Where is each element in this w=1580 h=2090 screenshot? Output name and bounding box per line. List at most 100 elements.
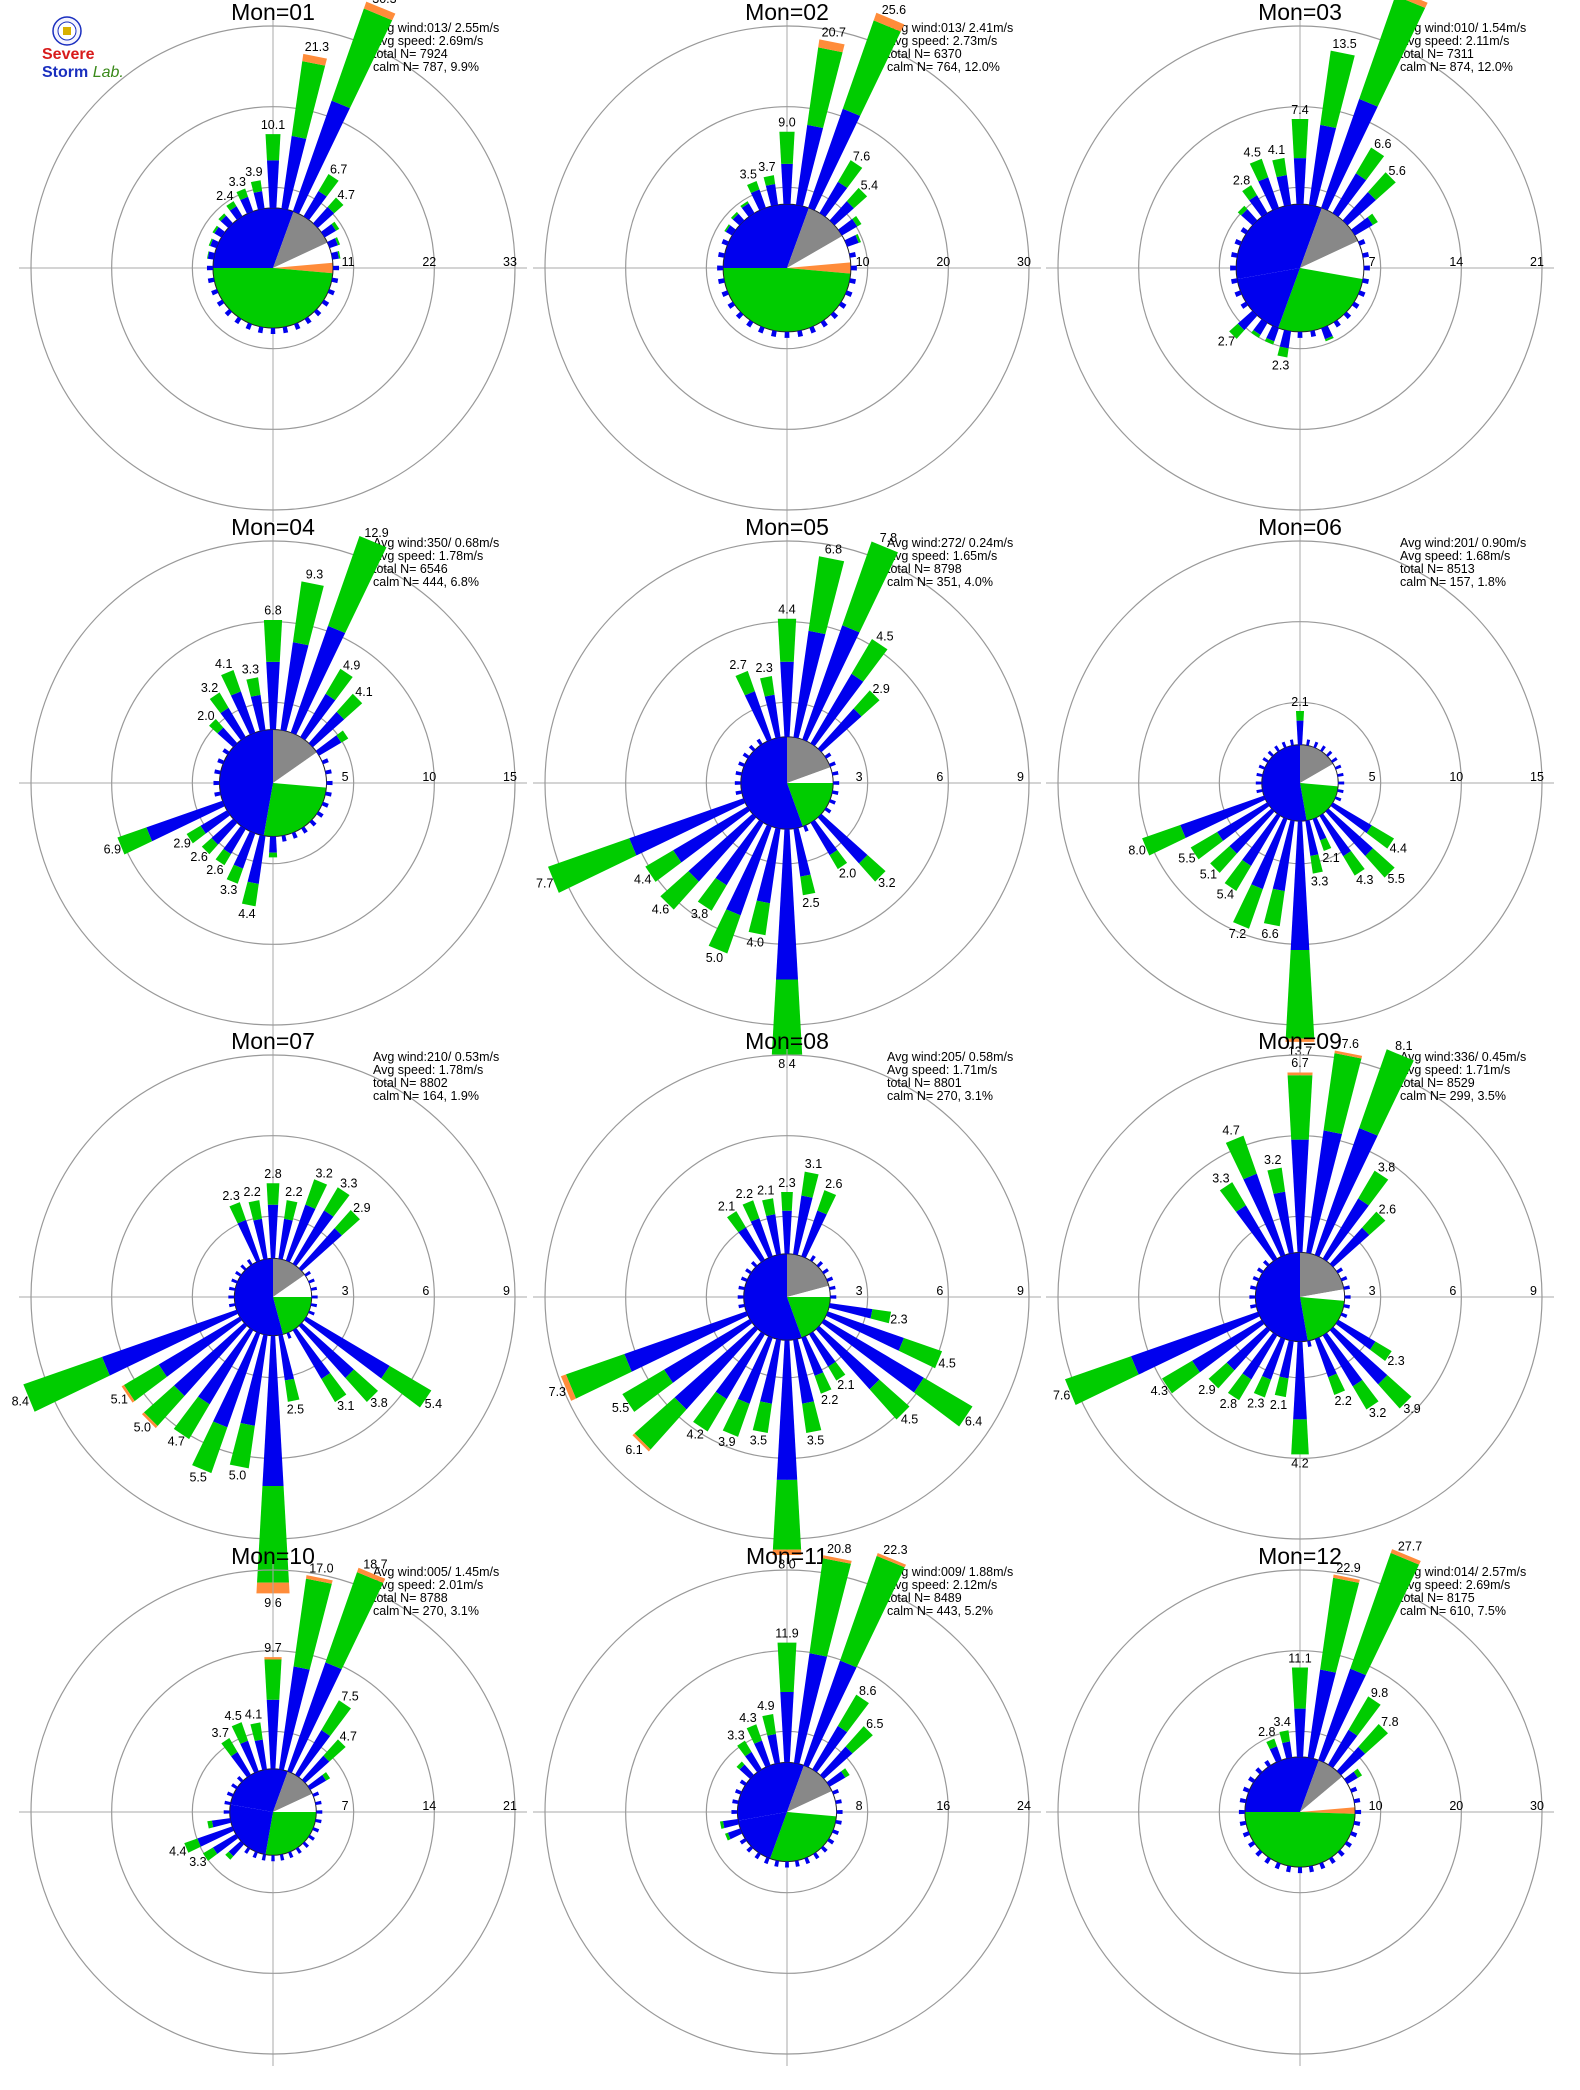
fringe-tick (224, 308, 233, 317)
fringe-tick (1362, 278, 1370, 285)
fringe-tick (223, 1810, 230, 1814)
petal-label-2: 7.6 (1342, 1037, 1359, 1051)
info-avg-wind: Avg wind:013/ 2.41m/s (887, 21, 1013, 35)
ring-label-3: 9 (1017, 1284, 1024, 1298)
rose-title: Mon=11 (746, 1543, 828, 1569)
fringe-tick (316, 1810, 323, 1814)
fringe-tick (206, 265, 213, 271)
petal-3-bin1 (781, 163, 793, 205)
petal-13-bin2 (229, 1422, 255, 1469)
petal-7-bin2 (837, 1694, 869, 1733)
petal-12-bin2 (1227, 1373, 1252, 1401)
logo-wordmark: Severe Storm Lab. (42, 46, 128, 82)
petal-8-bin1 (664, 1319, 753, 1383)
petal-4-bin1 (1273, 1191, 1294, 1254)
petal-11-bin1 (737, 1336, 773, 1404)
petal-label-6: 7.6 (853, 149, 870, 163)
fringe-tick (1256, 772, 1263, 777)
petal-3-bin2 (1190, 831, 1224, 860)
petal-9-bin1 (826, 1771, 846, 1787)
fringe-tick (737, 1295, 744, 1299)
petal-1-bin2 (266, 1183, 280, 1205)
petal-1-bin1 (1314, 1127, 1378, 1257)
petal-label-1: 12.9 (364, 526, 388, 540)
calm-pie-slice-3 (787, 783, 834, 827)
calm-pie-slice-5 (212, 268, 333, 329)
petal-8-bin1 (1290, 821, 1310, 951)
calm-pie-slice-1 (1300, 1252, 1344, 1297)
petal-label-4: 4.1 (1268, 143, 1285, 157)
petal-label-11: 3.8 (691, 907, 708, 921)
fringe-tick (1336, 1267, 1344, 1274)
petal-11-bin1 (212, 1834, 239, 1854)
fringe-tick (734, 1788, 742, 1795)
calm-pie-slice-3 (1300, 783, 1339, 821)
fringe-tick (1350, 1831, 1358, 1838)
petal-label-16: 2.1 (837, 1378, 854, 1392)
fringe-tick (1337, 789, 1344, 794)
fringe-tick (1353, 1820, 1361, 1827)
petal-label-2: 2.2 (285, 1185, 302, 1199)
petal-7-bin2 (318, 173, 339, 197)
petal-15-bin2 (226, 864, 244, 884)
info-total-n: total N= 8788 (373, 1591, 448, 1605)
fringe-tick (1255, 781, 1262, 785)
petal-1-bin1 (1296, 720, 1304, 745)
petal-12-bin1 (725, 225, 736, 236)
petal-2-bin2 (807, 47, 843, 128)
petal-2-bin1 (793, 630, 826, 739)
ring-label-3: 33 (503, 255, 517, 269)
info-avg-speed: Avg speed: 2.69m/s (1400, 1578, 1510, 1592)
petal-label-16: 4.4 (238, 907, 255, 921)
fringe-tick (838, 301, 847, 309)
fringe-tick (331, 277, 339, 284)
petal-label-2: 17.0 (309, 1562, 333, 1576)
petal-8-bin1 (1342, 192, 1376, 226)
info-calm-n: calm N= 444, 6.8% (373, 575, 479, 589)
petal-6-bin2 (209, 692, 229, 714)
calm-pie-slice-4 (1261, 744, 1307, 822)
ring-3 (30, 1569, 516, 2055)
petal-label-14: 3.5 (807, 1434, 824, 1448)
petal-15-bin1 (1293, 1341, 1307, 1420)
petal-9-bin2 (331, 221, 340, 231)
info-total-n: total N= 7924 (373, 47, 448, 61)
fringe-tick (1343, 311, 1352, 320)
petal-18-bin1 (1329, 1326, 1388, 1385)
petal-7-bin1 (1332, 173, 1367, 217)
petal-4-bin1 (764, 694, 781, 739)
fringe-tick (282, 326, 289, 334)
petal-14-bin1 (793, 1338, 814, 1404)
fringe-tick (1252, 1276, 1260, 1282)
petal-label-3: 6.8 (264, 604, 281, 618)
fringe-tick (1230, 278, 1238, 285)
fringe-tick (235, 1270, 242, 1277)
fringe-tick (271, 1855, 275, 1862)
petal-15-bin2 (1324, 335, 1334, 342)
petal-14-bin1 (207, 251, 215, 260)
petal-label-6: 3.2 (201, 681, 218, 695)
petal-13-bin3 (772, 1549, 802, 1556)
petal-label-1: 18.7 (363, 1558, 387, 1572)
petal-1-bin2 (1350, 1552, 1420, 1676)
petal-7-bin2 (1358, 1723, 1389, 1754)
petal-1-bin1 (1318, 1668, 1366, 1763)
fringe-tick (820, 1845, 828, 1853)
petal-9-bin2 (1065, 1356, 1139, 1405)
petal-label-2: 6.8 (825, 543, 842, 557)
fringe-tick (207, 277, 215, 284)
petal-16-bin1 (809, 1331, 836, 1367)
petal-label-13: 5.0 (229, 1469, 246, 1483)
petal-3-bin3 (264, 1657, 282, 1660)
petal-7-bin2 (853, 690, 880, 717)
info-avg-wind: Avg wind:272/ 0.24m/s (887, 536, 1013, 550)
petal-14-bin1 (223, 825, 246, 855)
ring-label-3: 21 (503, 1799, 517, 1813)
petal-2-bin2 (1320, 1577, 1360, 1673)
fringe-tick (1234, 239, 1242, 246)
petal-label-12: 2.9 (173, 837, 190, 851)
calm-pie-slice-5 (1244, 1812, 1356, 1868)
calm-pie-slice-5 (229, 1804, 273, 1855)
